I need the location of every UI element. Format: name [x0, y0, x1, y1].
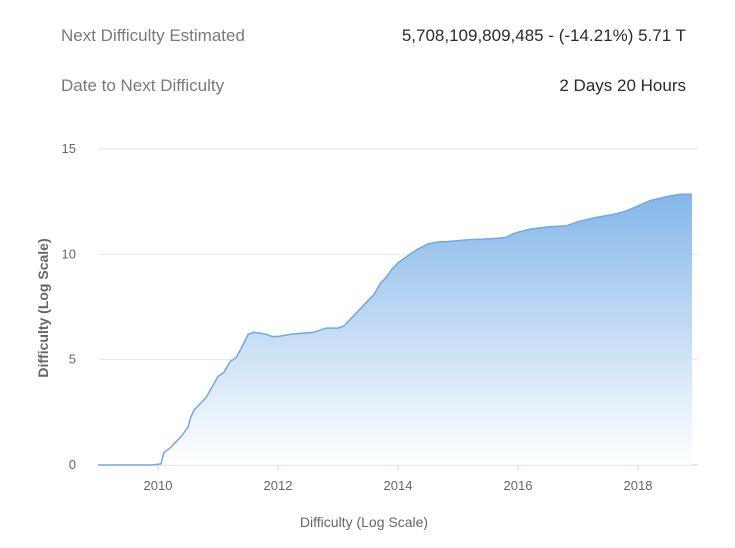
difficulty-area-fill — [98, 194, 692, 466]
x-tick-label: 2010 — [144, 478, 173, 493]
next-difficulty-row: Next Difficulty Estimated 5,708,109,809,… — [61, 26, 686, 46]
x-axis-ticks: 2010 2012 2014 2016 2018 — [144, 465, 653, 493]
y-tick-label: 10 — [62, 246, 76, 261]
x-axis-title: Difficulty (Log Scale) — [300, 514, 428, 530]
y-axis-ticks: 0 5 10 15 — [62, 141, 76, 472]
y-tick-label: 15 — [62, 141, 76, 156]
difficulty-line — [98, 193, 692, 466]
date-to-next-difficulty-value: 2 Days 20 Hours — [559, 76, 686, 95]
y-tick-label: 0 — [69, 457, 76, 472]
plot-area — [98, 193, 692, 466]
next-difficulty-value: 5,708,109,809,485 - (-14.21%) 5.71 T — [401, 26, 686, 45]
date-to-next-difficulty-label: Date to Next Difficulty — [61, 76, 225, 95]
next-difficulty-label: Next Difficulty Estimated — [61, 26, 245, 45]
y-tick-label: 5 — [69, 352, 76, 367]
y-axis-title: Difficulty (Log Scale) — [35, 238, 51, 377]
x-tick-label: 2014 — [384, 478, 413, 493]
x-tick-label: 2018 — [624, 478, 653, 493]
x-tick-label: 2016 — [504, 478, 533, 493]
date-to-next-difficulty-row: Date to Next Difficulty 2 Days 20 Hours — [61, 76, 686, 96]
x-tick-label: 2012 — [264, 478, 293, 493]
